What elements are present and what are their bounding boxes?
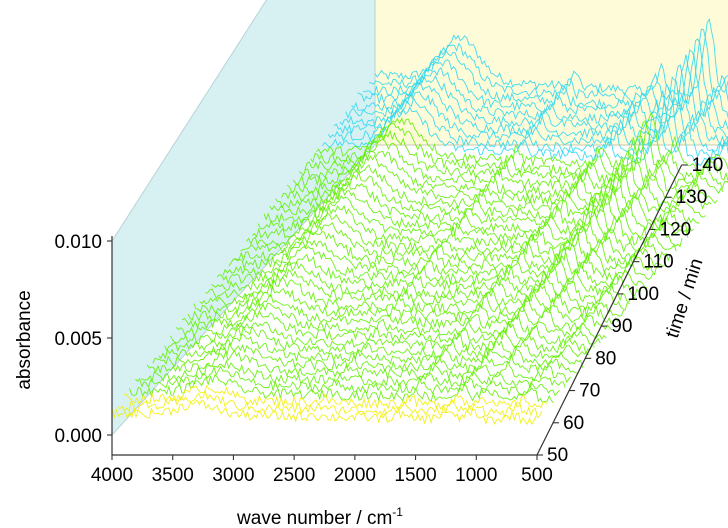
y-tick-label-0.000: 0.000 (54, 426, 102, 447)
spectrum-line-1 (369, 28, 728, 106)
x-axis-ticks: 4000 3500 3000 2500 2000 1500 1000 500 (91, 455, 553, 486)
spectrum-line-39 (146, 349, 572, 384)
spectrum-line-40 (141, 359, 566, 390)
back-wall (374, 0, 728, 146)
z-tick-label-80: 80 (595, 348, 616, 369)
y-axis-ticks: 0.000 0.005 0.010 (54, 232, 112, 447)
z-tick-label-60: 60 (563, 413, 584, 434)
spectrum-line-23 (240, 222, 665, 268)
spectrum-line-41 (135, 365, 560, 397)
z-axis-ticks: 50 60 70 80 90 100 110 120 130 140 (537, 155, 723, 466)
spectrum-line-5 (345, 64, 728, 138)
z-tick-label-70: 70 (579, 381, 600, 402)
spectrum-line-30 (199, 276, 625, 318)
spectrum-line-18 (269, 182, 695, 234)
spectrum-line-20 (257, 195, 683, 248)
spectrum-line-17 (275, 170, 700, 224)
spectrum-line-4 (351, 54, 728, 130)
spectrum-line-9 (322, 99, 728, 167)
y-tick-label-0.005: 0.005 (54, 329, 102, 350)
z-tick-label-120: 120 (660, 219, 692, 240)
z-tick-label-110: 110 (643, 252, 673, 273)
spectrum-line-29 (205, 268, 630, 311)
spectrum-line-44 (117, 389, 543, 419)
x-tick-label-1000: 1000 (455, 465, 497, 486)
x-tick-label-4000: 4000 (91, 465, 133, 486)
spectrum-line-42 (129, 374, 554, 404)
spectrum-line-31 (193, 285, 619, 325)
spectrum-line-2 (363, 38, 728, 112)
spectrum-line-45 (111, 399, 537, 426)
spectrum-line-14 (292, 150, 718, 204)
spectrum-line-43 (123, 384, 548, 410)
spectrum-line-10 (316, 111, 728, 175)
z-tick-label-100: 100 (627, 284, 659, 305)
spectrum-line-12 (304, 129, 728, 190)
spectrum-line-36 (164, 325, 589, 360)
z-tick-label-50: 50 (547, 445, 568, 466)
spectrum-line-25 (228, 239, 654, 283)
spectrum-line-3 (357, 49, 728, 119)
x-tick-label-3500: 3500 (152, 465, 194, 486)
z-axis-line (536, 164, 683, 456)
z-tick-label-130: 130 (676, 187, 708, 208)
x-tick-label-2500: 2500 (273, 465, 315, 486)
spectrum-line-15 (286, 155, 712, 210)
spectrum-line-24 (234, 230, 659, 276)
spectrum-line-8 (327, 90, 728, 160)
x-tick-label-500: 500 (521, 465, 553, 486)
x-axis-title: wave number / cm-1 (236, 505, 403, 528)
spectrum-line-22 (246, 212, 671, 262)
spectrum-line-38 (152, 342, 578, 374)
spectrum-line-37 (158, 333, 584, 368)
x-tick-label-1500: 1500 (394, 465, 436, 486)
spectra-group (111, 17, 728, 426)
y-tick-label-0.010: 0.010 (54, 232, 102, 253)
side-wall (111, 0, 376, 437)
spectrum-line-7 (333, 83, 728, 152)
y-axis-title: absorbance (14, 290, 35, 389)
x-tick-label-2000: 2000 (334, 465, 376, 486)
spectrum-line-32 (187, 293, 613, 332)
spectrum-line-6 (339, 76, 728, 145)
z-tick-label-90: 90 (611, 316, 632, 337)
z-tick-label-140: 140 (692, 155, 724, 176)
x-tick-label-3000: 3000 (212, 465, 254, 486)
spectrum-line-35 (170, 321, 595, 355)
